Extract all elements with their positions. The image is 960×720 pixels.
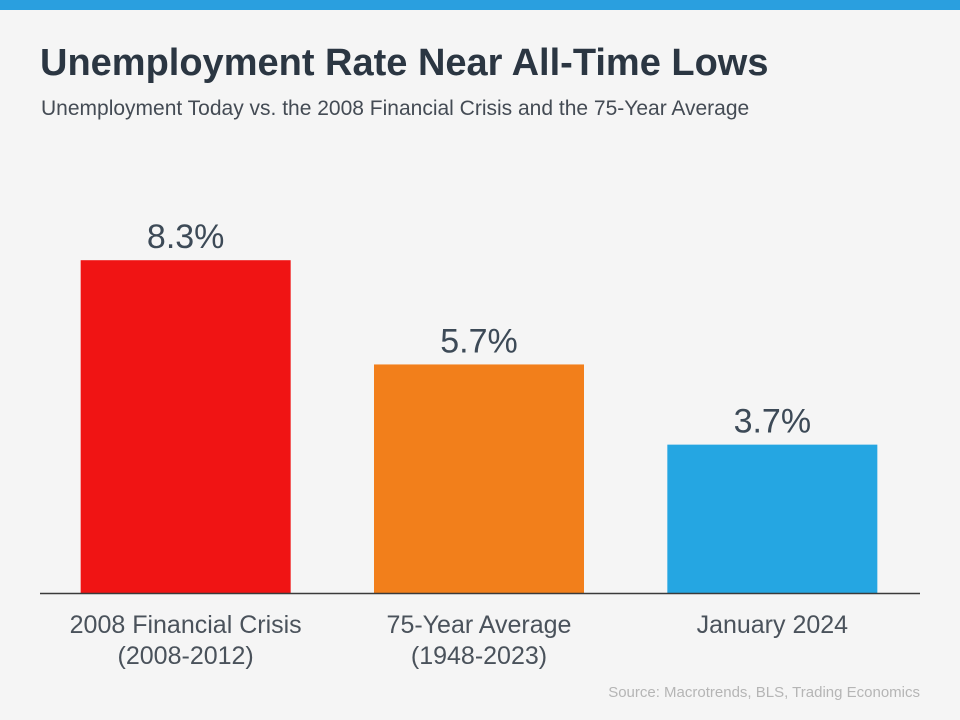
category-label-1-line-1: 2008 Financial Crisis (70, 611, 302, 639)
category-label-1-line-2: (2008-2012) (118, 642, 254, 670)
chart-title: Unemployment Rate Near All-Time Lows (40, 42, 769, 84)
top-accent-bar (0, 0, 960, 10)
category-label-2-line-1: 75-Year Average (387, 611, 572, 639)
value-label-1: 8.3% (147, 218, 225, 256)
bar-3 (667, 444, 878, 593)
bar-2 (374, 364, 584, 593)
value-label-2: 5.7% (440, 322, 518, 360)
value-label-3: 3.7% (734, 403, 812, 441)
source-note: Source: Macrotrends, BLS, Trading Econom… (608, 684, 920, 701)
chart-subtitle: Unemployment Today vs. the 2008 Financia… (41, 97, 750, 120)
category-label-2-line-2: (1948-2023) (411, 642, 547, 670)
category-label-3-line-1: January 2024 (697, 611, 849, 639)
bar-1 (80, 260, 291, 593)
